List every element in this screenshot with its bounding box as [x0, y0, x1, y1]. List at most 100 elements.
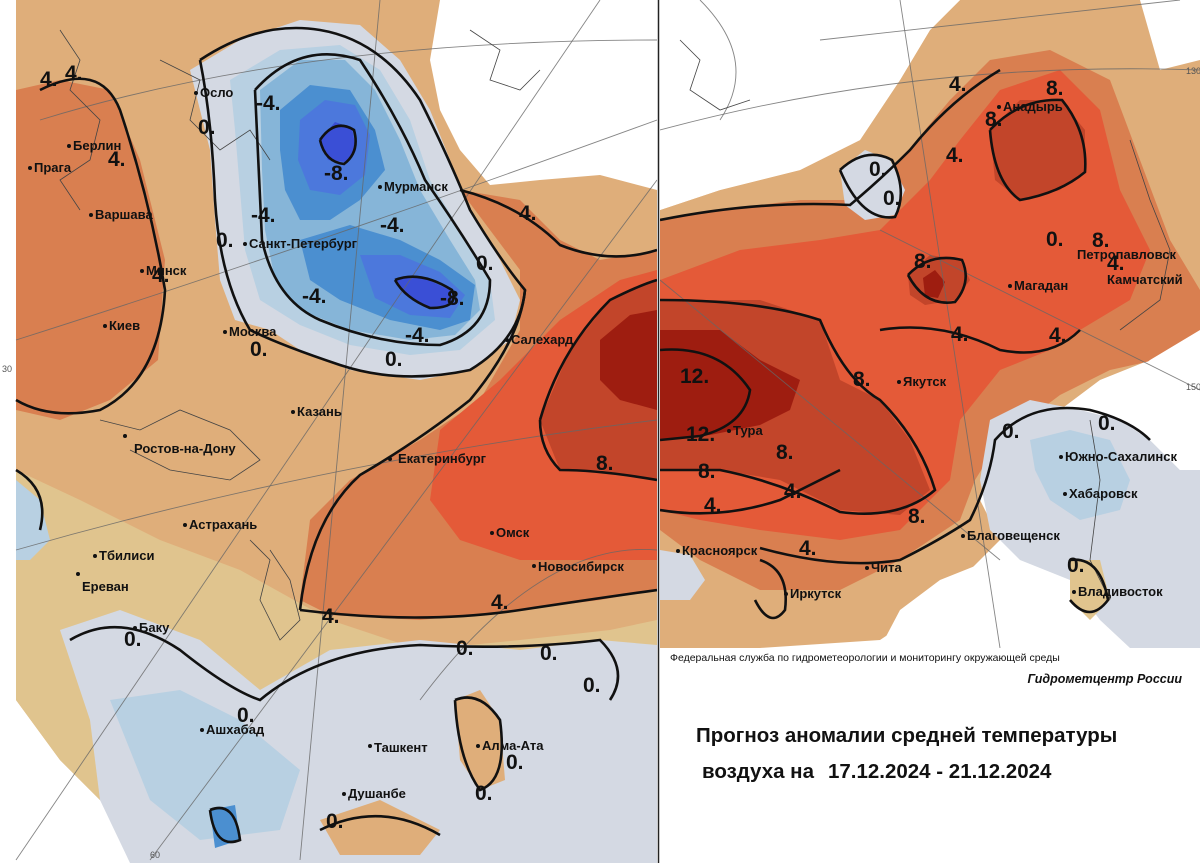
center-name: Гидрометцентр России [1027, 672, 1182, 686]
grid-parallel-r0 [819, 0, 1181, 41]
isoline-zero-south [69, 625, 620, 702]
iso-label: 4. [40, 68, 58, 91]
coast-scandinavia [59, 29, 101, 211]
city-tura: Тура [733, 423, 763, 438]
grid-meridian-r1 [879, 229, 1200, 391]
city-dot [140, 269, 144, 273]
iso-label: 4. [152, 264, 170, 287]
city-novosibirsk: Новосибирск [538, 559, 624, 574]
iso-label: 0. [583, 674, 601, 697]
zone-minus8-lower [395, 276, 455, 307]
caption-panel: Федеральная служба по гидрометеорологии … [660, 648, 1194, 860]
iso-label: 0. [1067, 554, 1085, 577]
grid-meridian-3 [299, 0, 381, 861]
iso-label: -4. [380, 214, 405, 237]
city-astrakhan: Астрахань [189, 517, 257, 532]
white-china [880, 560, 1080, 648]
iso-label: 0. [237, 704, 255, 727]
iso-label: -8. [440, 287, 465, 310]
iso-label: 8. [914, 250, 932, 273]
isoline-plus8 [538, 278, 657, 482]
zone-plus2-south [320, 800, 440, 855]
isoline-plus4-north [459, 188, 657, 258]
right-map-panel [660, 0, 1200, 648]
iso-label: 0. [883, 187, 901, 210]
iso-label: 4. [799, 537, 817, 560]
zone-plus8-anadyr [990, 100, 1085, 200]
city-dot [1072, 590, 1076, 594]
zone-zero-west [660, 550, 705, 600]
city-berlin: Берлин [73, 138, 121, 153]
city-dot [223, 330, 227, 334]
city-dot [103, 324, 107, 328]
city-dot [865, 566, 869, 570]
iso-label: 8. [985, 108, 1003, 131]
city-dot [505, 338, 509, 342]
isoline-plus8-magadan [906, 256, 967, 304]
city-magadan: Магадан [1014, 278, 1068, 293]
city-alma-ata: Алма-Ата [482, 738, 544, 753]
white-east [1140, 0, 1200, 70]
city-dot [961, 534, 965, 538]
grid-meridian-r3 [899, 0, 1001, 648]
isoline-plus4-right-north [660, 68, 1001, 222]
city-chita: Чита [871, 560, 902, 575]
city-dot [183, 523, 187, 527]
isoline-plus12 [660, 348, 752, 442]
city-dot [76, 572, 80, 576]
city-rostov: Ростов-на-Дону [134, 441, 236, 456]
iso-label: 0. [1046, 228, 1064, 251]
iso-label: 4. [704, 494, 722, 517]
right-city-labels: Анадырь Петропавловск Камчатский Магадан… [682, 99, 1183, 601]
iso-label: 4. [519, 202, 537, 225]
isoline-plus4-right-south [660, 468, 841, 515]
date-range: 17.12.2024 - 21.12.2024 [827, 760, 1052, 783]
iso-label: 4. [784, 480, 802, 503]
city-anadyr: Анадырь [1003, 99, 1063, 114]
iso-label: 0. [540, 642, 558, 665]
iso-label: 12. [686, 423, 715, 446]
isoline-minus8-lower [393, 275, 455, 310]
city-dot [897, 380, 901, 384]
isoline-zero-chukotka [838, 153, 903, 219]
iso-label: 4. [1107, 252, 1125, 275]
city-dot [123, 434, 127, 438]
isoline-plus4-west [15, 77, 167, 415]
iso-label: -4. [405, 324, 430, 347]
iso-label: 0. [456, 637, 474, 660]
coast-kamchatka [1119, 139, 1171, 331]
iso-label: 4. [949, 73, 967, 96]
iso-label: 0. [198, 116, 216, 139]
city-blagoveshchensk: Благовещенск [967, 528, 1060, 543]
tick-left-lat: 30 [2, 364, 12, 374]
grid-parallel-2 [15, 419, 657, 551]
city-dot [28, 166, 32, 170]
iso-label: 4. [1049, 324, 1067, 347]
isoline-sw [15, 468, 44, 531]
city-dots [28, 91, 1076, 796]
zone-minus8-upper [320, 122, 356, 162]
city-dot [1063, 492, 1067, 496]
coast-black-sea [99, 409, 261, 481]
city-varshava: Варшава [95, 207, 153, 222]
city-dot [89, 213, 93, 217]
isoline-minus4 [253, 53, 492, 347]
city-dot [784, 592, 788, 596]
city-baku: Баку [139, 620, 170, 635]
city-dot [368, 744, 372, 748]
coast-baltic [159, 59, 271, 161]
right-isoline-labels: 4. 8. 8. 4. 0. 0. 8. 0. 8. 4. 12. 12. 8.… [680, 73, 1125, 577]
left-city-labels: Осло Берлин Прага Варшава Минск Киев Мос… [34, 85, 624, 801]
iso-label: 8. [596, 452, 614, 475]
isoline-plus4-east [298, 289, 527, 611]
city-dot [532, 564, 536, 568]
iso-label: -4. [256, 92, 281, 115]
city-dot [67, 144, 71, 148]
grid-parallel-3 [419, 548, 657, 701]
city-dot [676, 549, 680, 553]
white-pacific [1110, 330, 1200, 470]
city-krasnoyarsk: Красноярск [682, 543, 758, 558]
iso-label: 0. [326, 810, 344, 833]
city-minsk: Минск [146, 263, 187, 278]
